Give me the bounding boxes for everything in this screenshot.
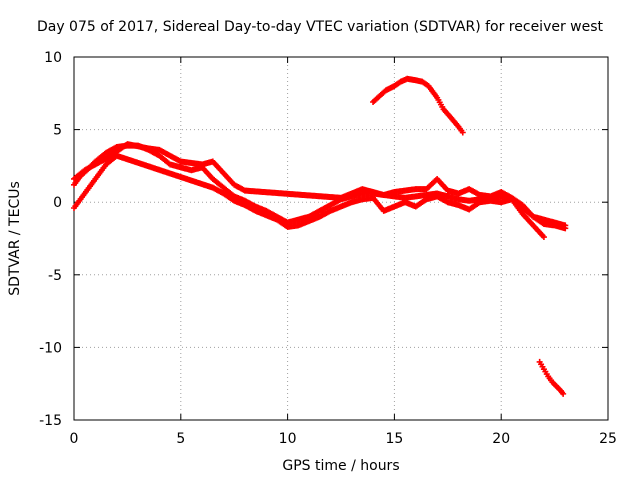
x-tick-label: 10: [279, 431, 297, 447]
y-tick-label: 0: [53, 195, 62, 211]
chart-title: Day 075 of 2017, Sidereal Day-to-day VTE…: [36, 19, 604, 35]
series-upper-track: [71, 141, 569, 229]
x-tick-label: 25: [599, 431, 617, 447]
data-point: [562, 222, 569, 229]
series-tail: [536, 358, 567, 397]
x-tick-label: 20: [492, 431, 510, 447]
data-points: [71, 75, 569, 397]
series-arc: [370, 75, 466, 136]
x-tick-label: 15: [385, 431, 403, 447]
data-point: [560, 390, 567, 397]
y-tick-label: -5: [48, 268, 62, 284]
y-tick-label: -15: [39, 413, 62, 429]
y-tick-label: -10: [39, 340, 62, 356]
x-tick-label: 0: [70, 431, 79, 447]
grid-lines: [74, 57, 608, 420]
data-point: [540, 234, 547, 241]
y-axis-label: SDTVAR / TECUs: [7, 181, 23, 296]
data-point: [459, 129, 466, 136]
axis-ticks: 0 5 10 15 20 25 -15 -10 -5 0 5 10: [39, 50, 617, 447]
y-tick-label: 10: [44, 50, 62, 66]
x-axis-label: GPS time / hours: [282, 458, 399, 474]
plot-frame: [73, 56, 609, 421]
y-tick-label: 5: [53, 123, 62, 139]
x-tick-label: 5: [176, 431, 185, 447]
